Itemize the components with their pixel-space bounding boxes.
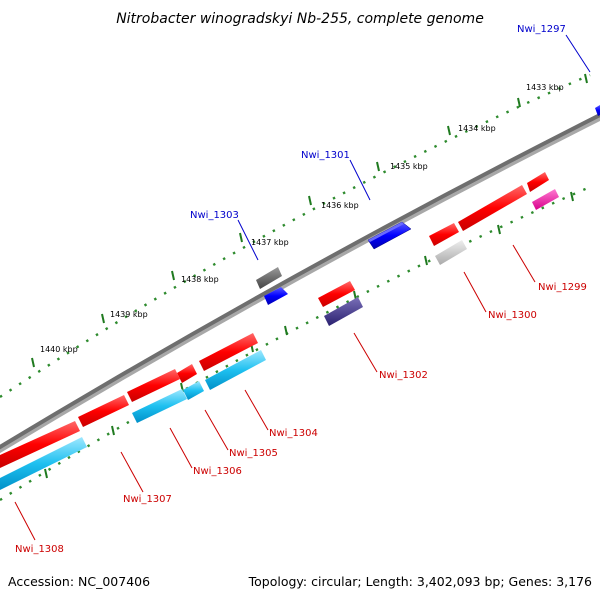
genome-backbone [0, 112, 600, 450]
leader-line [169, 427, 193, 469]
gene-feature-Nwi_1301[interactable] [367, 221, 412, 250]
tick-label: 1436 kbp [321, 201, 359, 210]
gene-feature-Nwi_1308[interactable] [0, 421, 80, 468]
gene-feature-red-upper-1[interactable] [527, 172, 549, 192]
accession-text: Accession: NC_007406 [8, 574, 150, 589]
gene-label[interactable]: Nwi_1302 [379, 370, 428, 381]
leader-line [463, 271, 487, 313]
gene-feature-Nwi_1306[interactable] [183, 381, 204, 400]
gene-feature-Nwi_1300[interactable] [435, 240, 467, 265]
leader-line [353, 332, 378, 373]
tick-mark [284, 325, 288, 336]
leader-line [512, 244, 536, 283]
tick-mark [101, 313, 105, 324]
tick-label: 1434 kbp [458, 124, 496, 133]
leader-line [244, 389, 269, 431]
tick-mark [31, 357, 35, 368]
gene-feature-red-long-1[interactable] [127, 369, 180, 402]
leader-line [204, 409, 229, 451]
gene-feature-Nwi_1307[interactable] [0, 437, 87, 490]
tick-label: 1435 kbp [390, 162, 428, 171]
gene-feature-Nwi_1303[interactable] [264, 287, 288, 305]
gene-label[interactable]: Nwi_1306 [193, 466, 242, 477]
gene-label[interactable]: Nwi_1308 [15, 544, 64, 555]
gene-feature-Nwi_1304[interactable] [199, 333, 258, 371]
leader-line [349, 159, 371, 201]
gene-feature-red-upper-3[interactable] [429, 223, 459, 246]
gene-label[interactable]: Nwi_1307 [123, 494, 172, 505]
genome-summary-text: Topology: circular; Length: 3,402,093 bp… [248, 574, 592, 589]
leader-line [14, 501, 36, 541]
gene-label[interactable]: Nwi_1305 [229, 448, 278, 459]
tick-mark [171, 270, 175, 281]
scale-major-ticks [31, 73, 588, 479]
tick-mark [308, 195, 312, 206]
tick-mark [447, 125, 451, 136]
gene-label[interactable]: Nwi_1304 [269, 428, 318, 439]
tick-mark [44, 468, 48, 479]
tick-mark [239, 232, 243, 243]
tick-mark [376, 161, 380, 172]
gene-feature-red-upper-2[interactable] [458, 185, 527, 231]
tick-mark [584, 73, 588, 84]
gene-feature-cyan-1[interactable] [132, 389, 187, 423]
gene-feature-Nwi_1305[interactable] [205, 350, 266, 390]
leader-line [237, 219, 259, 261]
gene-feature-Nwi_1299[interactable] [532, 189, 559, 210]
gene-feature-red-long-2[interactable] [78, 395, 129, 427]
gene-feature-Nwi_1297[interactable] [595, 105, 600, 116]
gene-label[interactable]: Nwi_1299 [538, 282, 587, 293]
tick-mark [517, 97, 521, 108]
gene-feature-Nwi_1302[interactable] [324, 297, 363, 326]
leader-line [565, 34, 591, 73]
scale-track-inner [0, 185, 591, 502]
tick-label: 1433 kbp [526, 83, 564, 92]
genome-title: Nitrobacter winogradskyi Nb-255, complet… [116, 11, 484, 27]
gene-label[interactable]: Nwi_1297 [517, 24, 566, 35]
tick-mark [570, 191, 574, 202]
tick-label: 1438 kbp [181, 275, 219, 284]
tick-label: 1440 kbp [40, 345, 78, 354]
gene-feature-red-small[interactable] [177, 364, 197, 383]
tick-mark [497, 224, 501, 235]
gene-feature-gray[interactable] [256, 267, 282, 289]
scale-track-outer [0, 73, 591, 399]
tick-mark [424, 255, 428, 266]
gene-label[interactable]: Nwi_1303 [190, 210, 239, 221]
gene-feature-red-mid[interactable] [318, 281, 355, 307]
gene-label[interactable]: Nwi_1301 [301, 150, 350, 161]
leader-line [120, 451, 144, 493]
gene-label[interactable]: Nwi_1300 [488, 310, 537, 321]
tick-label: 1439 kbp [110, 310, 148, 319]
tick-mark [111, 425, 115, 436]
tick-label: 1437 kbp [251, 238, 289, 247]
